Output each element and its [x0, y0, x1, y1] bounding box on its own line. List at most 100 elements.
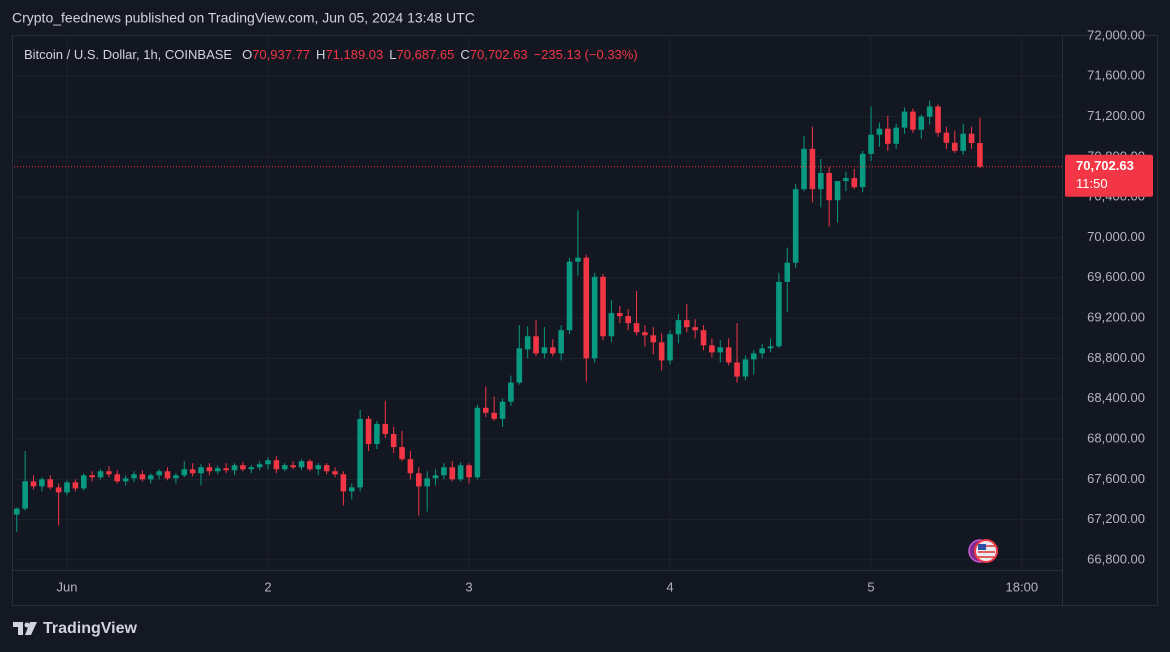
candle-body: [189, 469, 196, 474]
candle-body: [591, 276, 598, 359]
y-tick-label: 72,000.00: [1087, 27, 1145, 42]
legend-value: 70,687.65: [397, 47, 455, 62]
candle-body: [382, 423, 389, 434]
candle-body: [457, 465, 464, 480]
candle-body: [784, 262, 791, 282]
candle-body: [968, 133, 975, 144]
candle-body: [424, 478, 430, 487]
y-tick-label: 68,000.00: [1087, 430, 1145, 445]
candle-body: [709, 345, 715, 353]
candle-body: [843, 178, 849, 182]
candle-body: [223, 468, 229, 471]
candle-body: [315, 465, 322, 470]
candle-body: [307, 461, 313, 470]
candle-body: [72, 482, 79, 489]
candle-body: [348, 487, 355, 492]
candle-body: [683, 320, 690, 328]
candle-body: [474, 407, 481, 478]
legend-key: H: [316, 47, 325, 62]
legend-value: 70,937.77: [252, 47, 310, 62]
y-tick-label: 70,000.00: [1087, 229, 1145, 244]
candle-body: [449, 467, 456, 480]
candle-body: [256, 464, 263, 468]
candle-body: [164, 471, 171, 479]
candle-body: [390, 433, 397, 448]
candle-body: [549, 347, 556, 354]
candle-body: [114, 474, 121, 482]
candle-body: [650, 335, 657, 343]
countdown-label: 11:50: [1076, 176, 1108, 191]
candle-body: [910, 111, 916, 130]
candle-body: [834, 181, 841, 201]
candle-body: [240, 465, 246, 470]
x-tick-label: 3: [465, 579, 472, 594]
candle-body: [642, 332, 648, 336]
candle-body: [206, 467, 213, 472]
y-tick-label: 67,200.00: [1087, 511, 1145, 526]
candle-body: [876, 128, 883, 135]
candle-body: [767, 346, 774, 349]
candle-body: [248, 467, 255, 470]
candle-body: [441, 467, 447, 476]
candle-body: [89, 475, 95, 478]
grid: [14, 35, 1062, 570]
candle-body: [22, 481, 28, 509]
candle-body: [181, 469, 188, 476]
candle-body: [298, 461, 305, 468]
candle-body: [608, 313, 615, 337]
candle-body: [407, 459, 414, 474]
candle-body: [977, 143, 983, 167]
legend-change: −235.13 (−0.33%): [534, 47, 638, 62]
candle-body: [323, 465, 330, 472]
x-tick-label: 4: [666, 579, 673, 594]
candle-body: [884, 128, 891, 144]
candle-body: [658, 342, 665, 361]
symbol-legend: Bitcoin / U.S. Dollar, 1h, COINBASE O70,9…: [24, 47, 638, 62]
candle-body: [508, 382, 514, 402]
candle-body: [926, 106, 933, 117]
candle-body: [943, 132, 950, 143]
legend-key: C: [460, 47, 469, 62]
y-tick-label: 71,200.00: [1087, 108, 1145, 123]
symbol: Bitcoin / U.S. Dollar, 1h, COINBASE: [24, 47, 232, 62]
candle-body: [960, 133, 966, 151]
candle-body: [415, 473, 422, 487]
plot: [13, 100, 983, 532]
candle-body: [332, 471, 338, 475]
candle-body: [734, 362, 740, 377]
y-tick-label: 69,600.00: [1087, 269, 1145, 284]
last-price-box: [1065, 154, 1153, 197]
candle-body: [30, 481, 37, 487]
y-tick-label: 66,800.00: [1087, 551, 1145, 566]
candle-body: [374, 423, 380, 445]
candle-body: [918, 116, 925, 130]
candle-body: [675, 320, 682, 335]
candle-body: [432, 475, 439, 479]
candle-body: [750, 353, 757, 360]
candle-body: [600, 276, 606, 337]
candle-body: [499, 401, 506, 419]
candle-body: [357, 418, 363, 488]
brand-name: TradingView: [43, 620, 138, 637]
candle-body: [198, 467, 204, 474]
candle-body: [365, 418, 372, 445]
candle-body: [625, 316, 631, 324]
x-tick-label: 5: [867, 579, 874, 594]
candle-body: [717, 347, 724, 353]
candle-body: [97, 471, 104, 478]
candle-body: [700, 330, 707, 346]
candle-body: [742, 359, 749, 377]
candle-body: [147, 475, 154, 480]
candle-body: [851, 178, 858, 188]
candle-body: [265, 460, 271, 465]
candle-body: [725, 347, 732, 363]
x-tick-label: Jun: [57, 579, 78, 594]
candle-body: [776, 281, 782, 347]
candle-body: [64, 482, 70, 493]
candle-body: [692, 327, 698, 331]
candle-body: [809, 148, 816, 190]
y-tick-label: 68,400.00: [1087, 390, 1145, 405]
candle-body: [792, 189, 799, 263]
y-tick-label: 67,600.00: [1087, 471, 1145, 486]
